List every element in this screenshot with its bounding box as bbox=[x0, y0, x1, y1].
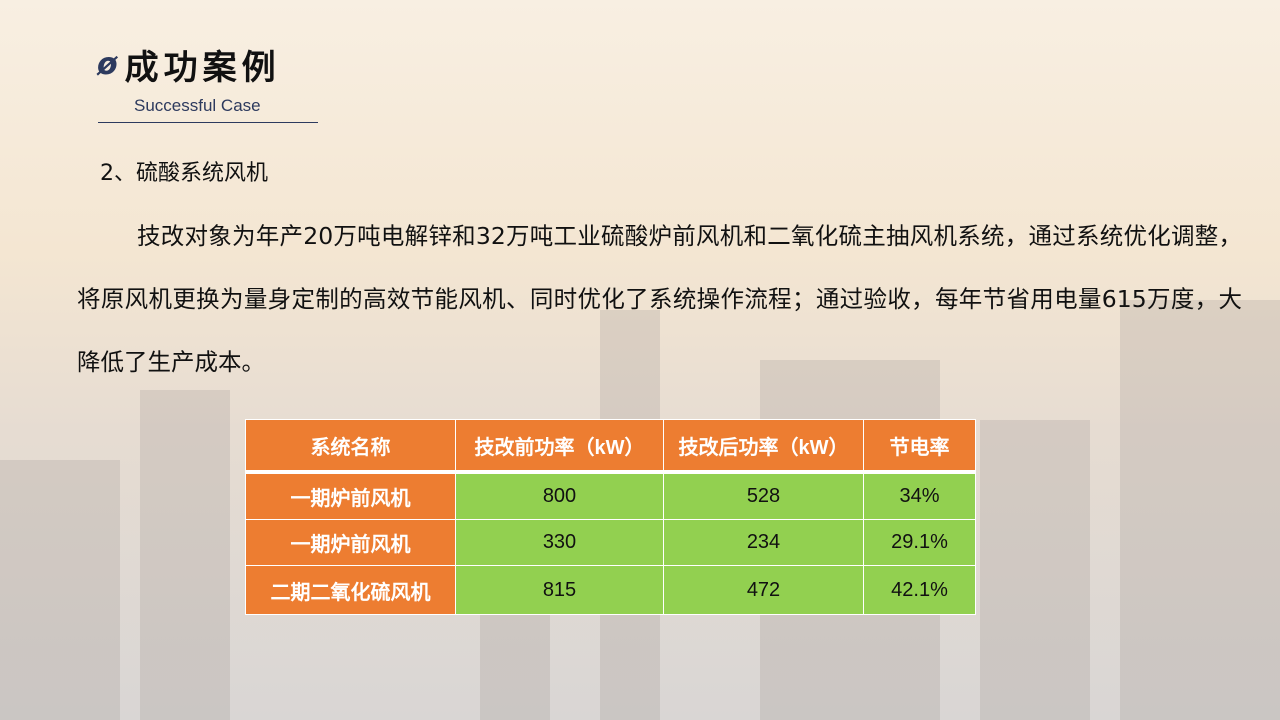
saving-rate-cell: 29.1% bbox=[863, 519, 976, 566]
section-heading: 2、硫酸系统风机 bbox=[100, 161, 268, 186]
saving-rate-cell: 34% bbox=[863, 471, 976, 520]
power-before-cell: 330 bbox=[455, 519, 664, 566]
column-header: 节电率 bbox=[863, 419, 976, 474]
page-title-text: 成功案例 bbox=[124, 48, 281, 88]
title-divider bbox=[98, 122, 318, 123]
body-paragraph: 技改对象为年产20万吨电解锌和32万吨工业硫酸炉前风机和二氧化硫主抽风机系统，通… bbox=[77, 222, 1242, 376]
slash-circle-icon: ø bbox=[97, 47, 123, 82]
power-before-cell: 815 bbox=[455, 565, 664, 615]
system-name-cell: 一期炉前风机 bbox=[245, 519, 456, 566]
page-title: ø 成功案例 bbox=[97, 40, 281, 89]
table-row: 二期二氧化硫风机 815 472 42.1% bbox=[245, 565, 976, 615]
power-after-cell: 528 bbox=[663, 471, 864, 520]
power-after-cell: 234 bbox=[663, 519, 864, 566]
table-header-row: 系统名称 技改前功率（kW） 技改后功率（kW） 节电率 bbox=[245, 419, 976, 474]
page-subtitle: Successful Case bbox=[134, 96, 261, 115]
table-row: 一期炉前风机 330 234 29.1% bbox=[245, 519, 976, 566]
fan-savings-table: 系统名称 技改前功率（kW） 技改后功率（kW） 节电率 一期炉前风机 800 … bbox=[245, 419, 976, 615]
system-name-cell: 二期二氧化硫风机 bbox=[245, 565, 456, 615]
table-row: 一期炉前风机 800 528 34% bbox=[245, 471, 976, 520]
saving-rate-cell: 42.1% bbox=[863, 565, 976, 615]
power-after-cell: 472 bbox=[663, 565, 864, 615]
system-name-cell: 一期炉前风机 bbox=[245, 471, 456, 520]
column-header: 技改前功率（kW） bbox=[455, 419, 664, 474]
column-header: 系统名称 bbox=[245, 419, 456, 474]
column-header: 技改后功率（kW） bbox=[663, 419, 864, 474]
power-before-cell: 800 bbox=[455, 471, 664, 520]
